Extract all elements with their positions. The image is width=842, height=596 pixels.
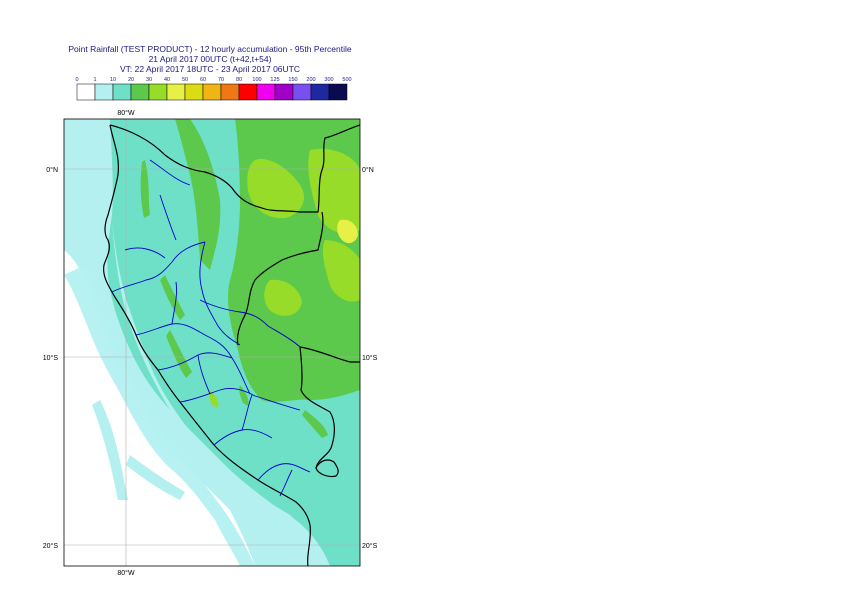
- sea-white-patch: [64, 250, 255, 566]
- map-title: Point Rainfall (TEST PRODUCT) - 12 hourl…: [68, 44, 352, 54]
- legend-tick-label: 50: [182, 77, 188, 83]
- legend-tick-label: 70: [218, 77, 224, 83]
- sea-cyan-band: [64, 265, 255, 566]
- lime-patch: [322, 240, 360, 302]
- legend-color-box: [94, 83, 114, 101]
- lat-label-20s-left: 20°S: [43, 542, 59, 550]
- legend-tick-label: 300: [324, 77, 333, 83]
- andes-streak: [209, 390, 219, 408]
- yellow-patch: [337, 219, 358, 244]
- legend-color-box: [112, 83, 132, 101]
- legend-tick-label: 100: [252, 77, 261, 83]
- run-time: 21 April 2017 00UTC (t+42,t+54): [148, 54, 272, 64]
- legend-color-box: [130, 83, 150, 101]
- lat-label-0n-right: 0°N: [362, 166, 374, 174]
- lime-patch: [308, 148, 360, 235]
- legend-color-box: [238, 83, 258, 101]
- region-borders: [111, 159, 311, 497]
- legend-color-box: [274, 83, 294, 101]
- lon-label-top: 80°W: [117, 109, 135, 117]
- legend-color-box: [166, 83, 186, 101]
- legend-tick-label: 125: [270, 77, 279, 83]
- lat-label-0n-left: 0°N: [46, 166, 58, 174]
- andes-streak: [160, 275, 185, 320]
- legend-tick-label: 200: [306, 77, 315, 83]
- legend-tick-label: 500: [342, 77, 351, 83]
- legend-tick-label: 20: [128, 77, 134, 83]
- legend-tick-label: 40: [164, 77, 170, 83]
- legend-tick-label: 0: [75, 77, 78, 83]
- lat-label-10s-left: 10°S: [43, 354, 59, 362]
- andes-streak: [166, 330, 192, 378]
- rainfall-map: 0°N 0°N 10°S 10°S 20°S 20°S 80°W 80°W: [43, 109, 378, 577]
- legend-tick-label: 60: [200, 77, 206, 83]
- amazon-green-west: [175, 119, 221, 270]
- color-legend: 0 1 10 20 30 40 50 60 70 80 100 125 150 200 300 500: [75, 77, 352, 101]
- country-borders: [103, 124, 360, 566]
- legend-color-box: [292, 83, 312, 101]
- legend-color-box: [328, 83, 348, 101]
- legend-color-box: [148, 83, 168, 101]
- lon-label-bottom: 80°W: [117, 569, 135, 577]
- legend-color-box: [76, 83, 96, 101]
- legend-tick-label: 10: [110, 77, 116, 83]
- lat-label-10s-right: 10°S: [362, 354, 378, 362]
- lime-patch: [247, 159, 305, 219]
- sea-strip: [92, 400, 128, 500]
- legend-tick-label: 30: [146, 77, 152, 83]
- sea-strip: [126, 455, 185, 500]
- valid-time: VT: 22 April 2017 18UTC - 23 April 2017 …: [119, 64, 300, 74]
- legend-tick-label: 150: [288, 77, 297, 83]
- lat-label-20s-right: 20°S: [362, 542, 378, 550]
- legend-color-box: [202, 83, 222, 101]
- legend-color-box: [184, 83, 204, 101]
- graticule: [64, 119, 360, 566]
- andes-streak: [140, 160, 150, 218]
- legend-tick-label: 80: [236, 77, 242, 83]
- lime-patch: [264, 279, 302, 316]
- legend-color-box: [256, 83, 276, 101]
- map-frame: [63, 118, 361, 567]
- legend-color-box: [310, 83, 330, 101]
- andes-streak: [302, 410, 328, 438]
- legend-color-box: [220, 83, 240, 101]
- legend-tick-label: 1: [93, 77, 96, 83]
